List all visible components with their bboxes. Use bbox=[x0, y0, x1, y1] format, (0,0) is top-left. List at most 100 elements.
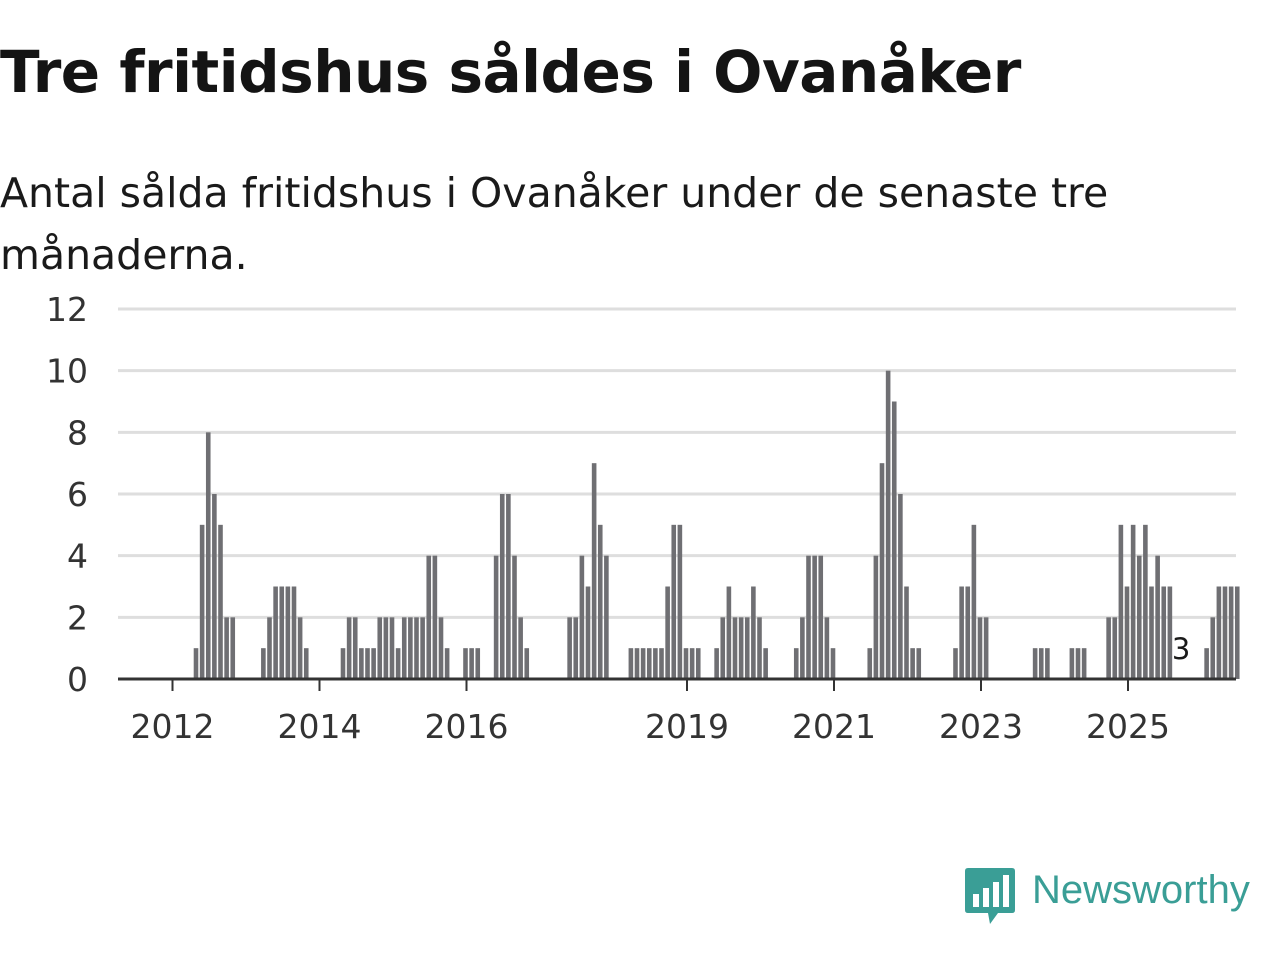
bar bbox=[267, 617, 272, 679]
y-tick-label: 2 bbox=[67, 598, 88, 637]
bar bbox=[904, 586, 909, 679]
bar bbox=[640, 648, 646, 679]
bar bbox=[971, 524, 977, 679]
bar bbox=[401, 617, 407, 679]
newsworthy-logo: Newsworthy bbox=[964, 864, 1280, 928]
bar bbox=[359, 648, 364, 679]
bar bbox=[1038, 648, 1044, 679]
bar bbox=[230, 617, 236, 679]
bar bbox=[383, 617, 389, 679]
bar bbox=[1167, 586, 1173, 679]
bar bbox=[1149, 586, 1154, 679]
bar bbox=[806, 555, 811, 679]
bar bbox=[830, 648, 836, 679]
x-axis-ticks: 2012 2014 2016 2019 2021 2023 2025 bbox=[131, 679, 1170, 746]
bar bbox=[965, 586, 971, 679]
bar bbox=[818, 555, 824, 679]
bar bbox=[604, 555, 609, 679]
y-tick-label: 0 bbox=[67, 660, 88, 699]
bar bbox=[983, 617, 989, 679]
bar bbox=[738, 617, 744, 679]
bar bbox=[1081, 648, 1087, 679]
bar bbox=[634, 648, 640, 679]
bar bbox=[977, 617, 983, 679]
bar bbox=[285, 586, 291, 679]
bar bbox=[910, 648, 915, 679]
bar bbox=[475, 648, 481, 679]
x-tick-label: 2016 bbox=[425, 707, 509, 746]
bar bbox=[512, 555, 517, 679]
bar bbox=[371, 648, 376, 679]
bar bbox=[1161, 586, 1167, 679]
bar bbox=[1069, 648, 1075, 679]
x-tick-label: 2023 bbox=[939, 707, 1023, 746]
bar bbox=[916, 648, 922, 679]
bar bbox=[1210, 617, 1216, 679]
bar bbox=[1136, 555, 1142, 679]
bar bbox=[812, 555, 817, 679]
bar bbox=[352, 617, 358, 679]
bar bbox=[683, 648, 689, 679]
bar bbox=[659, 648, 664, 679]
bar bbox=[585, 586, 591, 679]
bar bbox=[414, 617, 419, 679]
x-tick-label: 2021 bbox=[792, 707, 876, 746]
bar bbox=[953, 648, 958, 679]
bar bbox=[567, 617, 572, 679]
bar bbox=[873, 555, 879, 679]
y-axis-ticks: 0 2 4 6 8 10 12 bbox=[46, 290, 88, 699]
bar bbox=[744, 617, 750, 679]
bar bbox=[1216, 586, 1222, 679]
bar bbox=[898, 494, 903, 679]
bar bbox=[824, 617, 830, 679]
y-tick-label: 8 bbox=[67, 413, 88, 452]
bar bbox=[261, 648, 266, 679]
bar bbox=[218, 524, 223, 679]
bar bbox=[1143, 524, 1148, 679]
x-tick-label: 2012 bbox=[131, 707, 215, 746]
bar bbox=[1075, 648, 1081, 679]
bar bbox=[1032, 648, 1038, 679]
bar bbox=[879, 463, 885, 679]
bar bbox=[506, 494, 511, 679]
bar bbox=[193, 648, 199, 679]
bar bbox=[463, 648, 468, 679]
bar bbox=[591, 463, 597, 679]
bar bbox=[205, 432, 211, 679]
bar bbox=[891, 401, 897, 679]
bar bbox=[1204, 648, 1209, 679]
bar bbox=[524, 648, 530, 679]
bar bbox=[646, 648, 652, 679]
bar bbox=[395, 648, 401, 679]
bar bbox=[1155, 555, 1160, 679]
bar bbox=[885, 370, 891, 679]
bar bbox=[573, 617, 579, 679]
bar bbox=[291, 586, 297, 679]
bar bbox=[224, 617, 229, 679]
bar bbox=[653, 648, 658, 679]
bar bbox=[1106, 617, 1111, 679]
bar bbox=[212, 494, 217, 679]
bar bbox=[1130, 524, 1136, 679]
bar bbox=[677, 524, 683, 679]
y-tick-label: 6 bbox=[67, 475, 88, 514]
bar bbox=[1124, 586, 1130, 679]
bar bbox=[867, 648, 873, 679]
bar bbox=[628, 648, 634, 679]
brand-name: Newsworthy bbox=[1032, 868, 1250, 912]
bar bbox=[1112, 617, 1118, 679]
bar bbox=[469, 648, 474, 679]
bar bbox=[365, 648, 370, 679]
bar bbox=[303, 648, 309, 679]
bar bbox=[199, 524, 205, 679]
bar bbox=[346, 617, 352, 679]
bar-chart: 0 2 4 6 8 10 12 2012 2014 2016 2019 2021 2023 2025 3 bbox=[46, 290, 1240, 746]
bar bbox=[726, 586, 732, 679]
chart-subtitle: Antal sålda fritidshus i Ovanåker under … bbox=[0, 169, 1109, 279]
bar bbox=[1234, 586, 1240, 679]
bar bbox=[340, 648, 346, 679]
bar bbox=[1222, 586, 1228, 679]
bar bbox=[377, 617, 383, 679]
bar bbox=[1228, 586, 1234, 679]
bar bbox=[689, 648, 695, 679]
